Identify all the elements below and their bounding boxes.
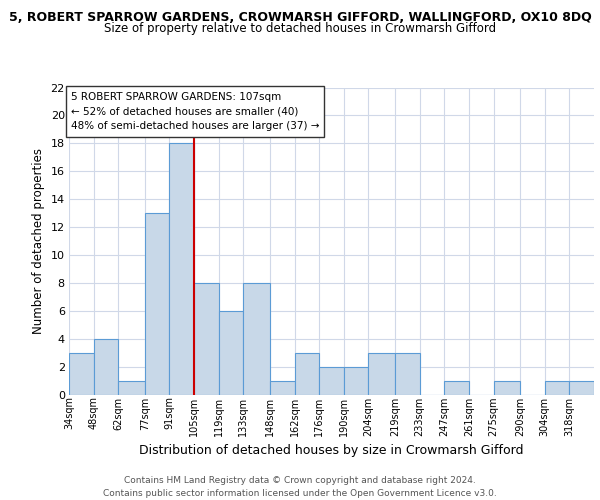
Bar (69, 353, 94, 395)
Bar (219, 311, 244, 395)
Bar (545, 381, 569, 395)
Text: 5 ROBERT SPARROW GARDENS: 107sqm
← 52% of detached houses are smaller (40)
48% o: 5 ROBERT SPARROW GARDENS: 107sqm ← 52% o… (71, 92, 319, 132)
Bar (319, 367, 344, 395)
X-axis label: Distribution of detached houses by size in Crowmarsh Gifford: Distribution of detached houses by size … (139, 444, 524, 457)
Bar (244, 283, 270, 395)
Bar (344, 367, 368, 395)
Text: 5, ROBERT SPARROW GARDENS, CROWMARSH GIFFORD, WALLINGFORD, OX10 8DQ: 5, ROBERT SPARROW GARDENS, CROWMARSH GIF… (8, 11, 592, 24)
Text: Contains HM Land Registry data © Crown copyright and database right 2024.
Contai: Contains HM Land Registry data © Crown c… (103, 476, 497, 498)
Y-axis label: Number of detached properties: Number of detached properties (32, 148, 45, 334)
Bar (270, 381, 295, 395)
Bar (145, 214, 169, 395)
Bar (295, 353, 319, 395)
Bar (94, 339, 118, 395)
Bar (194, 283, 219, 395)
Bar (569, 381, 594, 395)
Bar (118, 381, 145, 395)
Bar (169, 144, 194, 395)
Text: Size of property relative to detached houses in Crowmarsh Gifford: Size of property relative to detached ho… (104, 22, 496, 35)
Bar (395, 353, 419, 395)
Bar (444, 381, 469, 395)
Bar (368, 353, 395, 395)
Bar (494, 381, 520, 395)
